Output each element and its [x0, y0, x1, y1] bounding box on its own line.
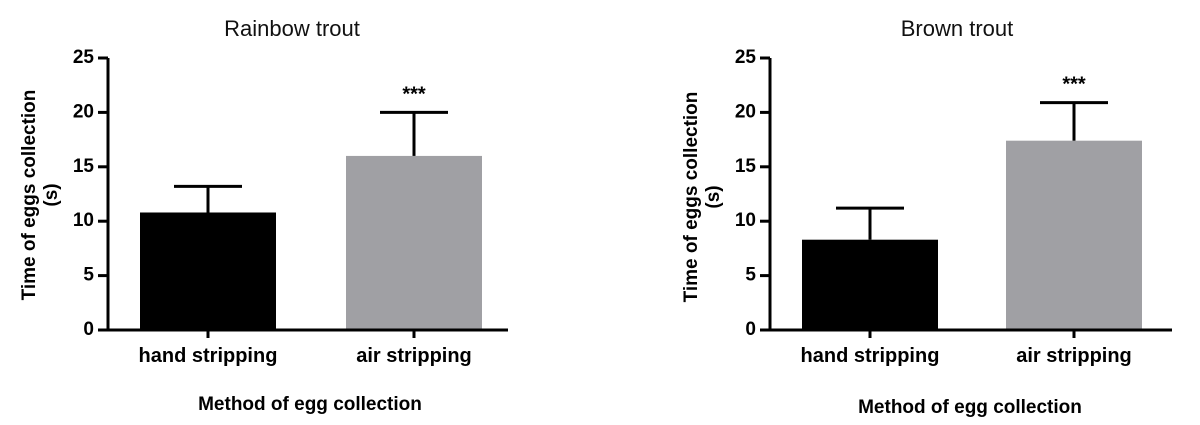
category-label-1: hand stripping	[139, 345, 278, 367]
y-tick-label-10: 10	[73, 210, 94, 231]
category-label-2: air stripping	[356, 345, 472, 367]
significance-label-2: ***	[1062, 74, 1086, 96]
y-tick-label-25: 25	[735, 47, 757, 68]
y-axis-title-line-1: Time of eggs collection	[681, 92, 702, 303]
category-label-1: hand stripping	[801, 345, 940, 367]
y-tick-label-5: 5	[745, 265, 756, 286]
bar-2	[346, 155, 482, 330]
x-axis-title: Method of egg collection	[198, 394, 422, 415]
y-axis-title-line-2: (s)	[41, 183, 62, 206]
bar-2	[1006, 140, 1142, 330]
bar-1	[140, 212, 276, 330]
y-tick-label-15: 15	[73, 156, 95, 177]
category-label-2: air stripping	[1016, 345, 1132, 367]
y-tick-label-20: 20	[735, 101, 756, 122]
x-axis-title: Method of egg collection	[858, 397, 1082, 418]
chart-title: Rainbow trout	[224, 16, 360, 41]
y-tick-label-0: 0	[745, 319, 756, 340]
y-axis-title-line-2: (s)	[703, 185, 724, 208]
chart-1: Rainbow trout Time of eggs collection (s) M…	[19, 16, 508, 415]
y-tick-label-10: 10	[735, 210, 756, 231]
y-tick-label-25: 25	[73, 47, 95, 68]
y-tick-label-15: 15	[735, 156, 757, 177]
chart-2: Brown trout Time of eggs collection (s) Met…	[681, 16, 1172, 418]
bar-1	[802, 239, 938, 330]
y-tick-label-5: 5	[83, 265, 94, 286]
significance-label-2: ***	[402, 83, 426, 105]
y-tick-label-20: 20	[73, 101, 94, 122]
chart-title: Brown trout	[901, 16, 1014, 41]
y-axis-title-line-1: Time of eggs collection	[19, 90, 40, 301]
y-tick-label-0: 0	[83, 319, 94, 340]
